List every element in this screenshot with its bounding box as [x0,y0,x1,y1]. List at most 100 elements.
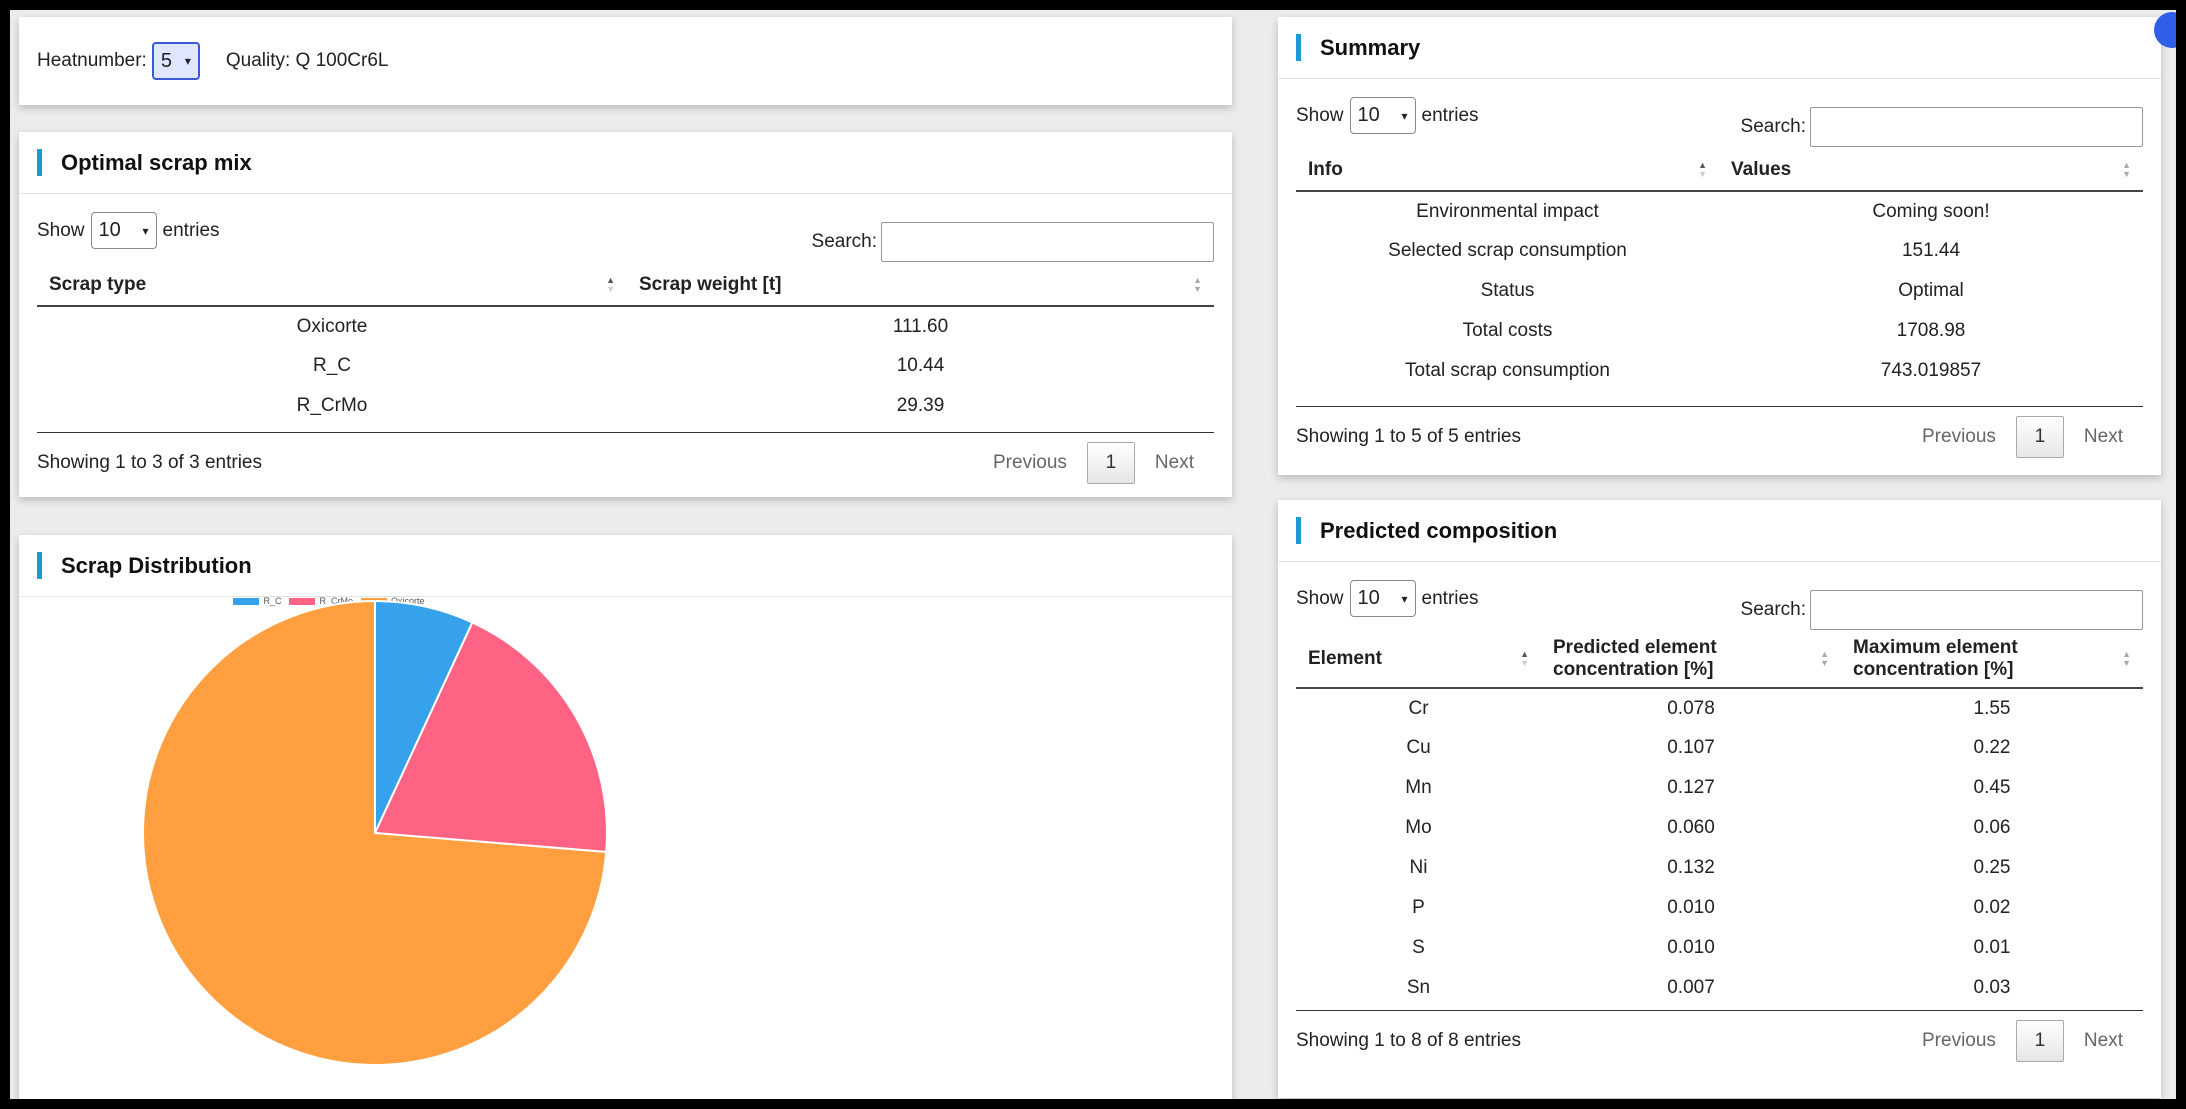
table-row: R_CrMo 29.39 [37,386,1214,426]
scrap-mix-table: Scrap type ▲ ▼ Scrap weight [t] ▲ ▼ Oxicor… [37,264,1214,426]
pie-slice-oxicorte[interactable] [142,600,608,1066]
page-size-control: Show 10 ▾ entries [37,212,220,249]
quality-text: Quality: Q 100Cr6L [225,50,389,71]
cell-scrap-weight: 111.60 [892,315,949,337]
cell-maximum: 0.25 [1973,857,2011,878]
search-input[interactable] [881,222,1214,262]
entries-info: Showing 1 to 8 of 8 entries [1296,1029,1521,1051]
cell-element: Sn [1406,977,1431,998]
heatnumber-label: Heatnumber: [37,50,147,71]
column-header-element[interactable]: Element ▲ ▼ [1296,630,1541,689]
column-header-values[interactable]: Values ▲ ▼ [1719,149,2143,192]
cell-info: Status [1480,280,1535,301]
cell-maximum: 0.01 [1973,937,2011,958]
page-size-control: Show 10 ▾ entries [1296,97,1479,134]
column-label: Predicted element concentration [%] [1553,636,1717,680]
legend-item[interactable]: R_C [233,596,281,606]
column-label: Values [1731,158,1792,180]
search-label: Search: [1740,599,1806,620]
cell-value: Coming soon! [1872,200,1990,222]
next-button[interactable]: Next [2083,425,2123,447]
previous-button[interactable]: Previous [1922,1029,1996,1051]
column-label: Info [1308,158,1343,180]
chevron-down-icon: ▾ [142,223,149,238]
legend-swatch [233,597,260,605]
page-1-button[interactable]: 1 [2015,415,2064,458]
cell-element: P [1412,897,1425,918]
table-row: Selected scrap consumption 151.44 [1296,231,2143,271]
column-header-scrap-type[interactable]: Scrap type ▲ ▼ [37,264,627,307]
summary-header: Summary [1278,17,2161,79]
pagination: Previous 1 Next [1902,415,2143,458]
table-row: Status Optimal [1296,271,2143,311]
header-accent [1296,34,1301,61]
previous-button[interactable]: Previous [993,451,1067,473]
previous-button[interactable]: Previous [1922,425,1996,447]
table-row: Mo 0.060 0.06 [1296,808,2143,848]
column-header-predicted-concentration[interactable]: Predicted element concentration [%] ▲ ▼ [1541,630,1841,689]
heatnumber-select[interactable]: 5 ▾ [151,42,200,80]
search-control: Search: [1741,590,2143,630]
predicted-composition-header: Predicted composition [1278,500,2161,562]
table-row: Environmental impact Coming soon! [1296,191,2143,231]
search-label: Search: [811,231,877,252]
page-size-value: 10 [1357,104,1380,126]
column-header-scrap-weight[interactable]: Scrap weight [t] ▲ ▼ [627,264,1214,307]
scrap-mix-title: Optimal scrap mix [61,149,252,175]
page-size-value: 10 [1357,587,1380,609]
column-header-maximum-concentration[interactable]: Maximum element concentration [%] ▲ ▼ [1841,630,2143,689]
scrap-distribution-pie-chart [142,600,608,1066]
page-size-select[interactable]: 10 ▾ [1349,97,1416,134]
column-label: Maximum element concentration [%] [1853,636,2018,680]
summary-table: Info ▲ ▼ Values ▲ ▼ Environmental impact Co… [1296,149,2143,391]
chevron-down-icon: ▾ [184,54,191,68]
cell-element: Cr [1408,697,1429,719]
page-1-button[interactable]: 1 [2015,1019,2064,1062]
cell-scrap-type: R_CrMo [296,395,368,416]
heatnumber-value: 5 [160,49,172,72]
cell-info: Environmental impact [1416,200,1599,222]
page-size-select[interactable]: 10 ▾ [1349,580,1416,617]
page-size-control: Show 10 ▾ entries [1296,580,1479,617]
predicted-composition-title: Predicted composition [1320,517,1558,543]
entries-info: Showing 1 to 5 of 5 entries [1296,425,1521,447]
entries-label: entries [1421,587,1479,609]
search-label: Search: [1740,116,1806,137]
next-button[interactable]: Next [2083,1029,2123,1051]
cell-element: Ni [1409,857,1428,878]
show-label: Show [1296,104,1344,126]
pie-slice-r-crmo[interactable] [373,621,608,854]
legend-item[interactable]: R_CrMo [289,596,353,606]
column-label: Scrap weight [t] [639,273,782,295]
next-button[interactable]: Next [1154,451,1194,473]
column-header-info[interactable]: Info ▲ ▼ [1296,149,1719,192]
scrap-distribution-header: Scrap Distribution [19,535,1232,597]
page-1-button[interactable]: 1 [1086,441,1135,484]
table-footer: Showing 1 to 3 of 3 entries Previous 1 N… [37,432,1214,492]
search-input[interactable] [1810,107,2143,147]
summary-title: Summary [1320,34,1421,60]
search-input[interactable] [1810,590,2143,630]
cell-scrap-type: R_C [312,355,351,376]
show-label: Show [1296,587,1344,609]
cell-scrap-type: Oxicorte [296,315,368,337]
page-size-select[interactable]: 10 ▾ [90,212,157,249]
cell-maximum: 0.02 [1973,897,2011,918]
cell-maximum: 1.55 [1973,697,2011,719]
app-frame: Heatnumber: 5 ▾ Quality: Q 100Cr6L Optim… [10,10,2176,1099]
table-row: Ni 0.132 0.25 [1296,848,2143,888]
header-accent [1296,517,1301,544]
cell-predicted: 0.010 [1667,937,1715,958]
floating-action-button[interactable] [2154,12,2176,48]
table-row: Oxicorte 111.60 [37,306,1214,346]
cell-value: Optimal [1898,280,1964,301]
composition-table: Element ▲ ▼ Predicted element concentrati… [1296,630,2143,1008]
pagination: Previous 1 Next [1902,1019,2143,1062]
scrap-distribution-card: Scrap Distribution R_C R_CrMo Oxicorte [19,535,1232,1099]
cell-predicted: 0.107 [1667,737,1715,758]
heat-selector-card: Heatnumber: 5 ▾ Quality: Q 100Cr6L [19,17,1232,105]
cell-predicted: 0.127 [1667,777,1715,798]
cell-value: 743.019857 [1880,360,1982,381]
table-footer: Showing 1 to 8 of 8 entries Previous 1 N… [1296,1010,2143,1070]
entries-label: entries [1421,104,1479,126]
